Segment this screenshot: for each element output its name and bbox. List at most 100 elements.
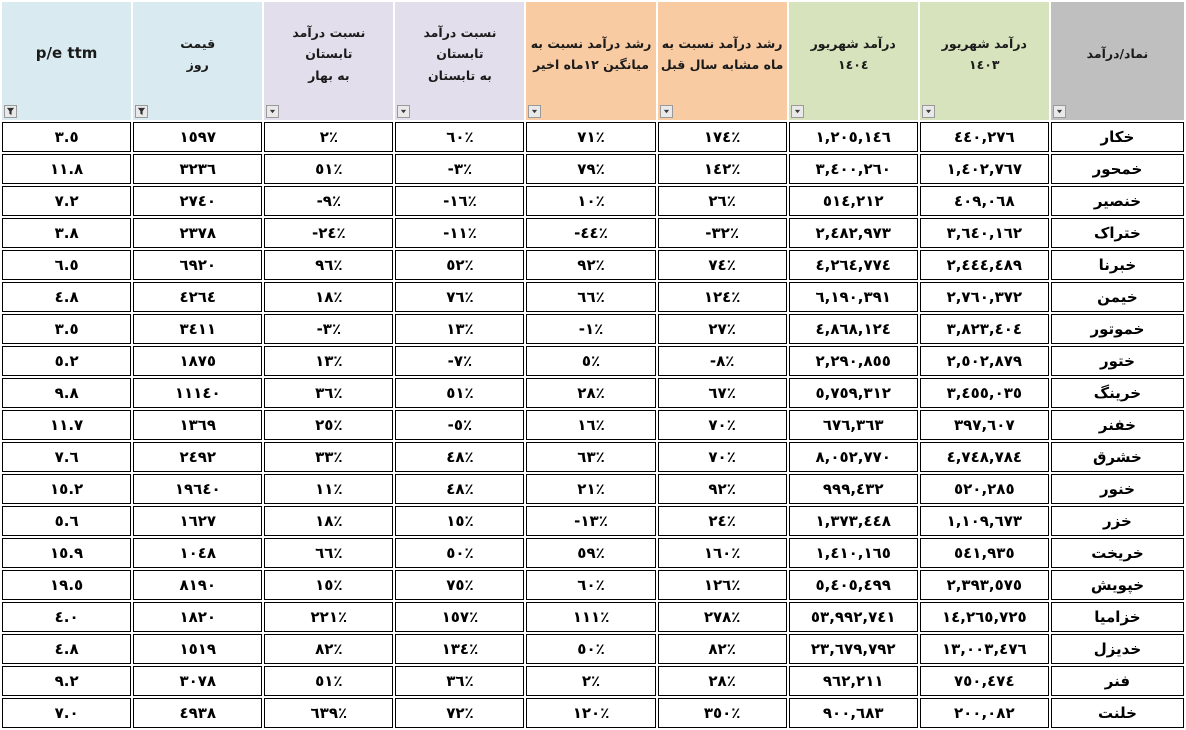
cell-pe[interactable]: ١٥.٢ [2, 474, 132, 504]
cell-growth_yoy[interactable]: ٧٠٪ [657, 410, 787, 440]
cell-ratio_summer_summer[interactable]: ٧٢٪ [395, 698, 525, 728]
cell-ratio_summer_spring[interactable]: -٢٤٪ [264, 218, 394, 248]
cell-ratio_summer_summer[interactable]: ١٣٤٪ [395, 634, 525, 664]
cell-ratio_summer_summer[interactable]: ٣٦٪ [395, 666, 525, 696]
cell-price[interactable]: ١٦٢٧ [133, 506, 263, 536]
cell-symbol[interactable]: ختور [1050, 346, 1184, 376]
header-cell-rev_1404[interactable]: درآمد شهریور ١٤٠٤ [788, 2, 918, 120]
cell-ratio_summer_summer[interactable]: -٣٪ [395, 154, 525, 184]
cell-price[interactable]: ١٨٧٥ [133, 346, 263, 376]
cell-rev_1404[interactable]: ٥,٧٥٩,٣١٢ [788, 378, 918, 408]
cell-growth_12m[interactable]: ٥٪ [526, 346, 656, 376]
cell-rev_1404[interactable]: ١,٣٧٣,٤٤٨ [788, 506, 918, 536]
cell-symbol[interactable]: خیمن [1050, 282, 1184, 312]
cell-price[interactable]: ٨١٩٠ [133, 570, 263, 600]
cell-rev_1404[interactable]: ٢٣,٦٧٩,٧٩٢ [788, 634, 918, 664]
cell-ratio_summer_spring[interactable]: ٣٦٪ [264, 378, 394, 408]
filter-dropdown-icon-ratio_summer_spring[interactable] [266, 105, 280, 118]
cell-pe[interactable]: ٦.٥ [2, 250, 132, 280]
cell-symbol[interactable]: خپویش [1050, 570, 1184, 600]
cell-growth_yoy[interactable]: ١٤٢٪ [657, 154, 787, 184]
cell-growth_yoy[interactable]: ١٢٤٪ [657, 282, 787, 312]
cell-ratio_summer_summer[interactable]: ٧٥٪ [395, 570, 525, 600]
cell-rev_1404[interactable]: ٥٣,٩٩٢,٧٤١ [788, 602, 918, 632]
cell-ratio_summer_spring[interactable]: ١٥٪ [264, 570, 394, 600]
cell-pe[interactable]: ٧.٦ [2, 442, 132, 472]
cell-pe[interactable]: ٥.٦ [2, 506, 132, 536]
cell-ratio_summer_spring[interactable]: ٨٢٪ [264, 634, 394, 664]
cell-ratio_summer_summer[interactable]: -٧٪ [395, 346, 525, 376]
cell-symbol[interactable]: خزامیا [1050, 602, 1184, 632]
cell-ratio_summer_spring[interactable]: ٢٪ [264, 122, 394, 152]
cell-symbol[interactable]: خبرنا [1050, 250, 1184, 280]
cell-growth_12m[interactable]: ٢١٪ [526, 474, 656, 504]
cell-pe[interactable]: ٤.٠ [2, 602, 132, 632]
cell-ratio_summer_summer[interactable]: ٧٦٪ [395, 282, 525, 312]
cell-price[interactable]: ٢٣٧٨ [133, 218, 263, 248]
cell-growth_12m[interactable]: ٢٨٪ [526, 378, 656, 408]
cell-ratio_summer_spring[interactable]: -٣٪ [264, 314, 394, 344]
cell-growth_yoy[interactable]: ٣٥٠٪ [657, 698, 787, 728]
cell-rev_1403[interactable]: ٥٢٠,٢٨٥ [919, 474, 1049, 504]
cell-symbol[interactable]: خدیزل [1050, 634, 1184, 664]
cell-ratio_summer_spring[interactable]: ١٣٪ [264, 346, 394, 376]
cell-growth_yoy[interactable]: ١٦٠٪ [657, 538, 787, 568]
cell-growth_12m[interactable]: ٦٦٪ [526, 282, 656, 312]
cell-ratio_summer_summer[interactable]: ٥٢٪ [395, 250, 525, 280]
cell-symbol[interactable]: خنصیر [1050, 186, 1184, 216]
cell-growth_12m[interactable]: ٥٠٪ [526, 634, 656, 664]
cell-ratio_summer_summer[interactable]: ١٥٧٪ [395, 602, 525, 632]
cell-growth_12m[interactable]: ١٦٪ [526, 410, 656, 440]
cell-growth_12m[interactable]: ١٠٪ [526, 186, 656, 216]
cell-ratio_summer_summer[interactable]: -١١٪ [395, 218, 525, 248]
cell-rev_1403[interactable]: ١,١٠٩,٦٧٣ [919, 506, 1049, 536]
cell-ratio_summer_spring[interactable]: ٥١٪ [264, 666, 394, 696]
filter-dropdown-icon-rev_1403[interactable] [921, 105, 935, 118]
cell-rev_1403[interactable]: ٢,٤٤٤,٤٨٩ [919, 250, 1049, 280]
cell-price[interactable]: ١٠٤٨ [133, 538, 263, 568]
cell-growth_12m[interactable]: ٧١٪ [526, 122, 656, 152]
cell-price[interactable]: ١١١٤٠ [133, 378, 263, 408]
cell-ratio_summer_summer[interactable]: -٥٪ [395, 410, 525, 440]
cell-ratio_summer_summer[interactable]: ٥٠٪ [395, 538, 525, 568]
cell-ratio_summer_spring[interactable]: ١٨٪ [264, 506, 394, 536]
cell-rev_1403[interactable]: ١٤,٢٦٥,٧٢٥ [919, 602, 1049, 632]
filter-applied-icon-price[interactable] [135, 105, 149, 118]
cell-rev_1403[interactable]: ٢,٥٠٢,٨٧٩ [919, 346, 1049, 376]
cell-growth_12m[interactable]: ١٢٠٪ [526, 698, 656, 728]
cell-ratio_summer_summer[interactable]: ١٣٪ [395, 314, 525, 344]
cell-pe[interactable]: ٣.٨ [2, 218, 132, 248]
cell-rev_1403[interactable]: ٤٤٠,٢٧٦ [919, 122, 1049, 152]
cell-rev_1403[interactable]: ٤,٧٤٨,٧٨٤ [919, 442, 1049, 472]
cell-pe[interactable]: ١١.٨ [2, 154, 132, 184]
cell-pe[interactable]: ١٥.٩ [2, 538, 132, 568]
cell-symbol[interactable]: خزر [1050, 506, 1184, 536]
cell-growth_12m[interactable]: -٤٤٪ [526, 218, 656, 248]
cell-ratio_summer_spring[interactable]: ٣٣٪ [264, 442, 394, 472]
cell-pe[interactable]: ٤.٨ [2, 634, 132, 664]
cell-price[interactable]: ٣٤١١ [133, 314, 263, 344]
cell-symbol[interactable]: خرینگ [1050, 378, 1184, 408]
cell-pe[interactable]: ٧.٠ [2, 698, 132, 728]
cell-price[interactable]: ١٣٦٩ [133, 410, 263, 440]
cell-rev_1404[interactable]: ١,٢٠٥,١٤٦ [788, 122, 918, 152]
cell-price[interactable]: ١٥٩٧ [133, 122, 263, 152]
cell-growth_12m[interactable]: ٢٪ [526, 666, 656, 696]
cell-growth_yoy[interactable]: ٢٧٪ [657, 314, 787, 344]
filter-dropdown-icon-rev_1404[interactable] [790, 105, 804, 118]
cell-symbol[interactable]: خلنت [1050, 698, 1184, 728]
cell-rev_1403[interactable]: ٣,٦٤٠,١٦٢ [919, 218, 1049, 248]
cell-rev_1403[interactable]: ٢,٣٩٣,٥٧٥ [919, 570, 1049, 600]
cell-pe[interactable]: ٩.٨ [2, 378, 132, 408]
cell-rev_1404[interactable]: ٦٧٦,٣٦٣ [788, 410, 918, 440]
cell-symbol[interactable]: فنر [1050, 666, 1184, 696]
cell-symbol[interactable]: خموتور [1050, 314, 1184, 344]
cell-price[interactable]: ٣٢٣٦ [133, 154, 263, 184]
cell-ratio_summer_spring[interactable]: ٩٦٪ [264, 250, 394, 280]
cell-growth_12m[interactable]: ١١١٪ [526, 602, 656, 632]
cell-pe[interactable]: ١٩.٥ [2, 570, 132, 600]
cell-rev_1403[interactable]: ٥٤١,٩٣٥ [919, 538, 1049, 568]
cell-growth_yoy[interactable]: -٨٪ [657, 346, 787, 376]
cell-rev_1403[interactable]: ٧٥٠,٤٧٤ [919, 666, 1049, 696]
cell-growth_yoy[interactable]: ١٢٦٪ [657, 570, 787, 600]
